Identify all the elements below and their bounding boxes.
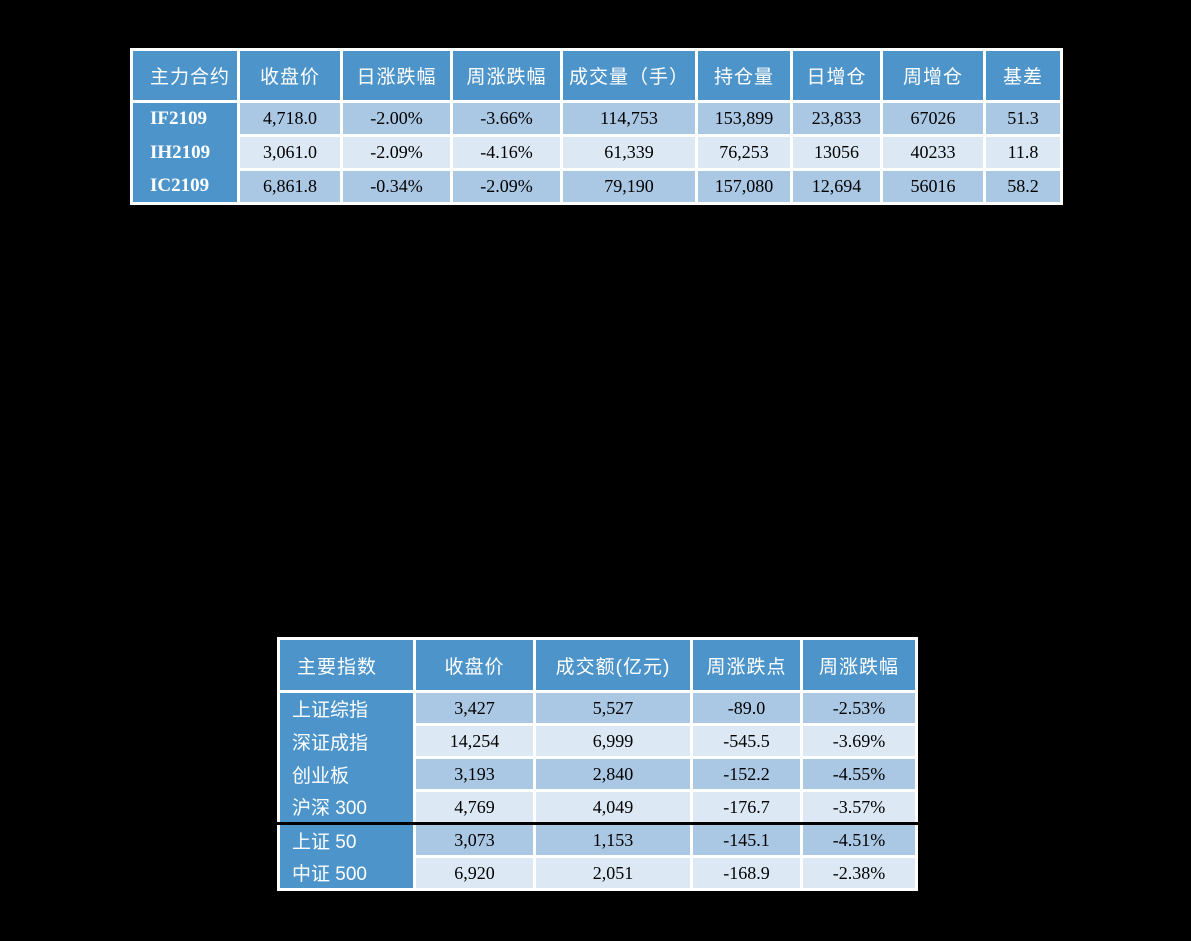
value-cell: 3,073 xyxy=(413,822,536,858)
value-cell: -152.2 xyxy=(690,756,803,792)
index-name-cell: 创业板 xyxy=(277,757,416,791)
table-row: 上证 50 3,073 1,153 -145.1 -4.51% xyxy=(277,822,918,858)
value-cell: 6,999 xyxy=(533,723,693,759)
futures-header-basis: 基差 xyxy=(983,48,1063,103)
table-row: 沪深 300 4,769 4,049 -176.7 -3.57% xyxy=(277,789,918,825)
contract-cell: IC2109 xyxy=(130,169,240,205)
value-cell: -4.55% xyxy=(800,756,918,792)
value-cell: 3,061.0 xyxy=(237,134,343,171)
table-row: 中证 500 6,920 2,051 -168.9 -2.38% xyxy=(277,855,918,891)
value-cell: 13056 xyxy=(790,134,883,171)
value-cell: 40233 xyxy=(880,134,986,171)
index-name-cell: 上证综指 xyxy=(277,690,416,725)
value-cell: -4.16% xyxy=(450,134,563,171)
table-row: IH2109 3,061.0 -2.09% -4.16% 61,339 76,2… xyxy=(130,134,1063,171)
value-cell: -0.34% xyxy=(340,168,453,205)
futures-header-week-change: 周涨跌幅 xyxy=(450,48,563,103)
futures-header-volume: 成交量（手） xyxy=(560,48,698,103)
value-cell: 12,694 xyxy=(790,168,883,205)
value-cell: -2.09% xyxy=(450,168,563,205)
value-cell: 3,427 xyxy=(413,690,536,726)
table-row: IF2109 4,718.0 -2.00% -3.66% 114,753 153… xyxy=(130,100,1063,137)
value-cell: 114,753 xyxy=(560,100,698,137)
value-cell: 3,193 xyxy=(413,756,536,792)
index-header-turnover: 成交额(亿元) xyxy=(533,637,693,693)
value-cell: 2,051 xyxy=(533,855,693,891)
index-header-week-change: 周涨跌幅 xyxy=(800,637,918,693)
index-table: 主要指数 收盘价 成交额(亿元) 周涨跌点 周涨跌幅 上证综指 3,427 5,… xyxy=(277,637,918,891)
value-cell: -2.53% xyxy=(800,690,918,726)
value-cell: 56016 xyxy=(880,168,986,205)
value-cell: 4,769 xyxy=(413,789,536,825)
index-name-cell: 深证成指 xyxy=(277,724,416,758)
value-cell: -2.09% xyxy=(340,134,453,171)
value-cell: 4,718.0 xyxy=(237,100,343,137)
index-name-cell: 沪深 300 xyxy=(277,790,416,825)
value-cell: -2.00% xyxy=(340,100,453,137)
index-name-cell: 中证 500 xyxy=(277,856,416,891)
value-cell: -145.1 xyxy=(690,822,803,858)
value-cell: 61,339 xyxy=(560,134,698,171)
index-header-row: 主要指数 收盘价 成交额(亿元) 周涨跌点 周涨跌幅 xyxy=(277,637,918,693)
value-cell: -3.57% xyxy=(800,789,918,825)
futures-header-row: 主力合约 收盘价 日涨跌幅 周涨跌幅 成交量（手） 持仓量 日增仓 周增仓 基差 xyxy=(130,48,1063,103)
value-cell: -2.38% xyxy=(800,855,918,891)
value-cell: 11.8 xyxy=(983,134,1063,171)
value-cell: 2,840 xyxy=(533,756,693,792)
futures-header-week-oi-change: 周增仓 xyxy=(880,48,986,103)
value-cell: 76,253 xyxy=(695,134,793,171)
value-cell: 79,190 xyxy=(560,168,698,205)
table-row: IC2109 6,861.8 -0.34% -2.09% 79,190 157,… xyxy=(130,168,1063,205)
futures-header-open-interest: 持仓量 xyxy=(695,48,793,103)
value-cell: 14,254 xyxy=(413,723,536,759)
contract-cell: IH2109 xyxy=(130,135,240,170)
futures-header-day-change: 日涨跌幅 xyxy=(340,48,453,103)
contract-cell: IF2109 xyxy=(130,100,240,136)
table-row: 深证成指 14,254 6,999 -545.5 -3.69% xyxy=(277,723,918,759)
table-row: 上证综指 3,427 5,527 -89.0 -2.53% xyxy=(277,690,918,726)
value-cell: 67026 xyxy=(880,100,986,137)
value-cell: -545.5 xyxy=(690,723,803,759)
value-cell: 51.3 xyxy=(983,100,1063,137)
futures-table: 主力合约 收盘价 日涨跌幅 周涨跌幅 成交量（手） 持仓量 日增仓 周增仓 基差… xyxy=(130,48,1063,205)
index-header-close: 收盘价 xyxy=(413,637,536,693)
value-cell: -3.66% xyxy=(450,100,563,137)
futures-header-contract: 主力合约 xyxy=(130,48,240,103)
value-cell: 6,920 xyxy=(413,855,536,891)
value-cell: 4,049 xyxy=(533,789,693,825)
futures-header-day-oi-change: 日增仓 xyxy=(790,48,883,103)
value-cell: 23,833 xyxy=(790,100,883,137)
value-cell: -168.9 xyxy=(690,855,803,891)
value-cell: 1,153 xyxy=(533,822,693,858)
value-cell: -4.51% xyxy=(800,822,918,858)
value-cell: -89.0 xyxy=(690,690,803,726)
value-cell: -3.69% xyxy=(800,723,918,759)
table-row: 创业板 3,193 2,840 -152.2 -4.55% xyxy=(277,756,918,792)
value-cell: 6,861.8 xyxy=(237,168,343,205)
value-cell: -176.7 xyxy=(690,789,803,825)
index-header-week-points: 周涨跌点 xyxy=(690,637,803,693)
index-name-cell: 上证 50 xyxy=(277,822,416,857)
value-cell: 153,899 xyxy=(695,100,793,137)
value-cell: 5,527 xyxy=(533,690,693,726)
value-cell: 157,080 xyxy=(695,168,793,205)
index-header-name: 主要指数 xyxy=(277,637,416,693)
futures-header-close: 收盘价 xyxy=(237,48,343,103)
value-cell: 58.2 xyxy=(983,168,1063,205)
